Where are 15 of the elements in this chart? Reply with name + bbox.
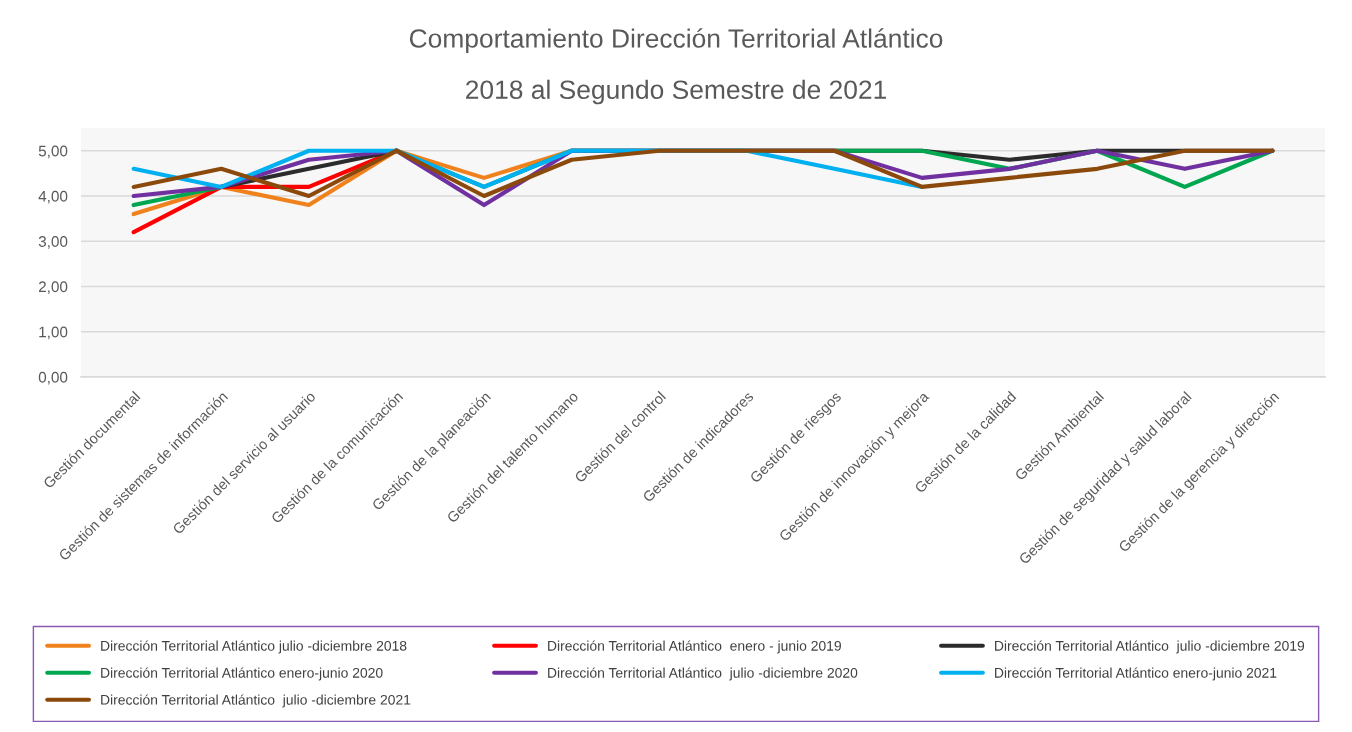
- y-tick-label: 5,00: [38, 145, 68, 159]
- legend-label: Dirección Territorial Atlántico julio -diciembre 2020: [548, 667, 858, 681]
- legend-label: Dirección Territorial Atlántico julio -diciembre 2019: [995, 640, 1305, 654]
- y-tick-label: 0,00: [38, 371, 68, 385]
- legend-label: Dirección Territorial Atlántico julio -diciembre 2021: [101, 694, 411, 708]
- chart-title: Comportamiento Dirección Territorial Atlántico: [409, 28, 943, 54]
- y-tick-label: 4,00: [38, 190, 68, 204]
- y-tick-label: 2,00: [38, 281, 68, 294]
- legend-label: Dirección Territorial Atlántico julio -diciembre 2018: [101, 640, 407, 654]
- y-tick-label: 3,00: [38, 236, 68, 249]
- chart-subtitle: 2018 al Segundo Semestre de 2021: [466, 79, 886, 105]
- legend-label: Dirección Territorial Atlántico enero-junio 2021: [995, 667, 1277, 681]
- legend-label: Dirección Territorial Atlántico enero-junio 2020: [101, 667, 383, 681]
- legend-label: Dirección Territorial Atlántico enero - junio 2019: [548, 640, 841, 654]
- y-tick-label: 1,00: [39, 326, 68, 340]
